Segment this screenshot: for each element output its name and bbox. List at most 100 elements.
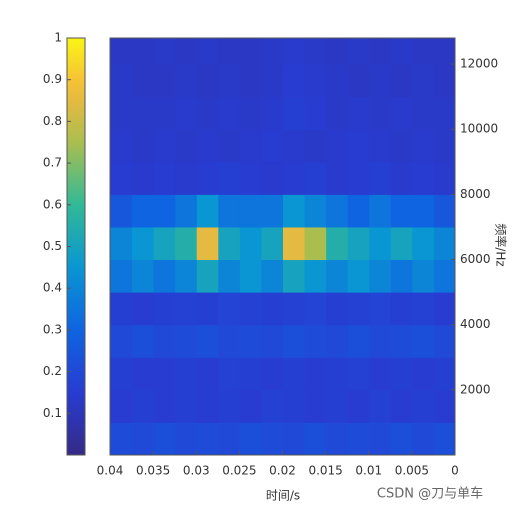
heatmap-cell bbox=[131, 96, 154, 130]
heatmap-cell bbox=[174, 389, 197, 423]
colorbar-tick-label: 0.5 bbox=[43, 239, 62, 253]
heatmap-cell bbox=[239, 422, 262, 455]
heatmap-cell bbox=[153, 259, 176, 293]
heatmap-cell bbox=[196, 389, 219, 423]
heatmap-cell bbox=[282, 389, 305, 423]
colorbar-tick-label: 0.1 bbox=[43, 406, 62, 420]
heatmap-cell bbox=[390, 226, 413, 261]
heatmap-cell bbox=[411, 96, 434, 130]
heatmap-cell bbox=[196, 226, 219, 261]
heatmap-cell bbox=[260, 64, 283, 98]
heatmap-cell bbox=[174, 64, 197, 98]
colorbar-tick-label: 0.6 bbox=[43, 197, 62, 211]
heatmap-cell bbox=[368, 161, 391, 195]
heatmap-cell bbox=[390, 64, 413, 98]
heatmap-cell bbox=[282, 259, 305, 293]
heatmap-cell bbox=[433, 38, 455, 65]
heatmap-cell bbox=[347, 422, 370, 455]
heatmap-cell bbox=[304, 324, 327, 358]
heatmap-cell bbox=[174, 292, 197, 326]
heatmap-cell bbox=[433, 129, 455, 163]
heatmap-cell bbox=[196, 161, 219, 195]
heatmap-cell bbox=[304, 357, 327, 391]
heatmap-cell bbox=[411, 292, 434, 326]
heatmap-cell bbox=[411, 422, 434, 455]
heatmap-cell bbox=[196, 96, 219, 130]
heatmap-cell bbox=[260, 38, 283, 65]
heatmap-cell bbox=[131, 259, 154, 293]
heatmap-cell bbox=[347, 129, 370, 163]
heatmap-cell bbox=[110, 64, 133, 98]
heatmap-cell bbox=[110, 226, 133, 261]
heatmap-cell bbox=[217, 422, 240, 455]
heatmap-cell bbox=[368, 259, 391, 293]
heatmap-cell bbox=[282, 357, 305, 391]
heatmap-cell bbox=[325, 64, 348, 98]
heatmap-cell bbox=[196, 357, 219, 391]
y-tick-label: 6000 bbox=[460, 252, 491, 266]
heatmap-cell bbox=[304, 129, 327, 163]
heatmap-cell bbox=[110, 129, 133, 163]
heatmap-cell bbox=[325, 389, 348, 423]
y-tick-label: 4000 bbox=[460, 317, 491, 331]
heatmap-cell bbox=[110, 422, 133, 455]
heatmap-cell bbox=[239, 96, 262, 130]
heatmap-cell bbox=[325, 324, 348, 358]
heatmap-cell bbox=[368, 38, 391, 65]
heatmap-cell bbox=[347, 357, 370, 391]
heatmap-cell bbox=[433, 161, 455, 195]
heatmap-cell bbox=[433, 357, 455, 391]
heatmap-cell bbox=[174, 226, 197, 261]
heatmap-cell bbox=[304, 389, 327, 423]
heatmap-cell bbox=[174, 38, 197, 65]
heatmap-cell bbox=[282, 292, 305, 326]
heatmap-cell bbox=[217, 259, 240, 293]
heatmap-cell bbox=[282, 64, 305, 98]
heatmap-cell bbox=[390, 389, 413, 423]
heatmap-cell bbox=[110, 96, 133, 130]
heatmap-cell bbox=[110, 357, 133, 391]
heatmap-cell bbox=[325, 422, 348, 455]
heatmap-cell bbox=[282, 96, 305, 130]
heatmap-cell bbox=[304, 226, 327, 261]
y-tick-label: 8000 bbox=[460, 187, 491, 201]
heatmap-cell bbox=[196, 422, 219, 455]
heatmap-cell bbox=[217, 194, 240, 228]
heatmap-cell bbox=[368, 226, 391, 261]
heatmap-cell bbox=[110, 194, 133, 228]
x-tick-label: 0.01 bbox=[355, 464, 382, 478]
heatmap-cell bbox=[196, 129, 219, 163]
colorbar-tick-label: 0.8 bbox=[43, 114, 62, 128]
y-tick-label: 12000 bbox=[460, 57, 498, 71]
heatmap-cell bbox=[411, 259, 434, 293]
heatmap-cell bbox=[131, 422, 154, 455]
heatmap-cell bbox=[368, 422, 391, 455]
heatmap-cell bbox=[347, 194, 370, 228]
heatmap-cell bbox=[217, 161, 240, 195]
heatmap-cell bbox=[260, 324, 283, 358]
heatmap-cell bbox=[131, 161, 154, 195]
heatmap-cell bbox=[217, 292, 240, 326]
x-tick-label: 0.035 bbox=[136, 464, 170, 478]
colorbar-tick-label: 0.9 bbox=[43, 72, 62, 86]
heatmap-cell bbox=[217, 129, 240, 163]
heatmap-cell bbox=[153, 96, 176, 130]
heatmap-cell bbox=[131, 357, 154, 391]
heatmap-cell bbox=[260, 422, 283, 455]
heatmap-cell bbox=[239, 194, 262, 228]
heatmap-cell bbox=[433, 422, 455, 455]
heatmap-cell bbox=[217, 357, 240, 391]
heatmap-cell bbox=[411, 129, 434, 163]
heatmap-cell bbox=[347, 389, 370, 423]
heatmap-cell bbox=[110, 38, 133, 65]
heatmap-cell bbox=[368, 64, 391, 98]
heatmap-cell bbox=[433, 259, 455, 293]
heatmap-cell bbox=[110, 259, 133, 293]
heatmap-cell bbox=[390, 194, 413, 228]
heatmap-cell bbox=[174, 357, 197, 391]
heatmap-cell bbox=[304, 292, 327, 326]
x-tick-label: 0 bbox=[451, 464, 459, 478]
heatmap-cell bbox=[153, 357, 176, 391]
heatmap-cell bbox=[282, 129, 305, 163]
x-axis-label: 时间/s bbox=[266, 489, 300, 503]
